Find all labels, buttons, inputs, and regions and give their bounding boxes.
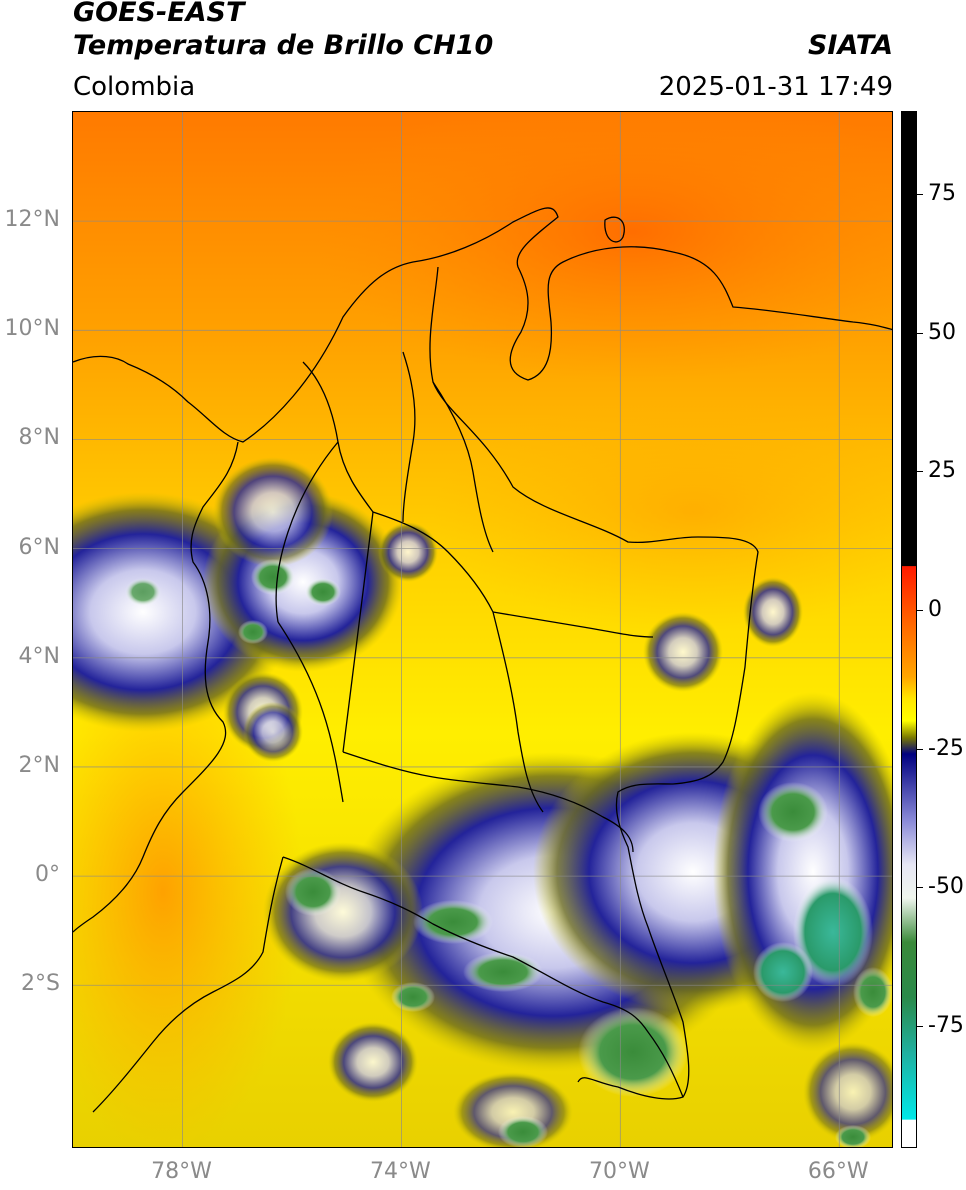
longitude-tick-label: 70°W	[588, 1159, 650, 1184]
latitude-tick-label: 2°S	[21, 971, 60, 997]
colorbar-tick-label: -75	[928, 1013, 964, 1038]
latitude-tick-label: 2°N	[18, 752, 60, 778]
colorbar-tick-mark	[917, 332, 923, 334]
map-panel[interactable]	[72, 111, 893, 1148]
colorbar-tick-mark	[917, 194, 923, 196]
colorbar-tick-mark	[917, 748, 923, 750]
brightness-temperature-map	[73, 112, 892, 1147]
satellite-title: GOES-EAST	[73, 0, 245, 28]
colorbar-tick-mark	[917, 1026, 923, 1027]
graticule	[73, 112, 892, 1147]
colorbar-tick-label: -50	[928, 874, 964, 900]
colorbar-tick-label: 25	[928, 458, 956, 484]
latitude-tick-label: 10°N	[4, 316, 60, 342]
timestamp-label: 2025-01-31 17:49	[658, 72, 893, 102]
country-borders	[73, 207, 892, 1113]
latitude-tick-label: 8°N	[18, 425, 60, 451]
colorbar-tick-label: 75	[928, 181, 956, 207]
cold-cloud-tops	[125, 559, 892, 1147]
region-label: Colombia	[73, 72, 196, 102]
latitude-tick-label: 6°N	[18, 534, 60, 560]
longitude-tick-label: 78°W	[151, 1159, 212, 1184]
agency-label: SIATA	[807, 30, 893, 61]
colorbar-tick-label: -25	[928, 735, 964, 761]
longitude-tick-label: 74°W	[370, 1159, 431, 1184]
colorbar-tick-mark	[917, 610, 923, 612]
latitude-tick-label: 4°N	[18, 643, 60, 669]
colorbar-tick-mark	[917, 887, 923, 889]
latitude-tick-label: 12°N	[4, 207, 60, 233]
product-title: Temperatura de Brillo CH10	[73, 30, 494, 61]
latitude-tick-label: 0°	[35, 862, 60, 888]
temperature-colorbar	[901, 111, 917, 1148]
longitude-tick-label: 66°W	[807, 1159, 869, 1184]
colorbar-tick-label: 0	[928, 597, 942, 623]
colorbar-tick-label: 50	[928, 319, 956, 345]
colorbar-tick-mark	[917, 471, 923, 473]
